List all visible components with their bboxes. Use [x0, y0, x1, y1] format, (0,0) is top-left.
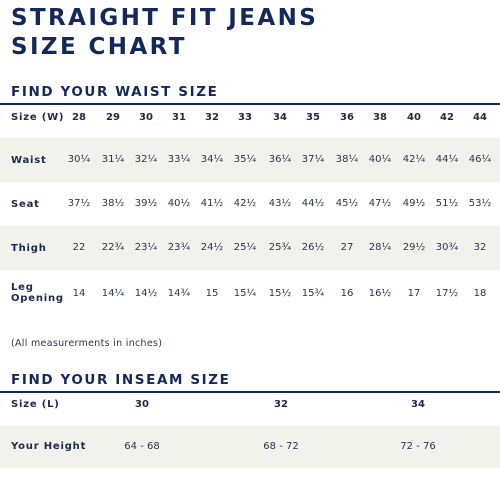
table-cell: 33¼ [167, 154, 191, 165]
inseam-size-col: 32 [274, 399, 288, 410]
inseam-size-header-row: Size (L) 30 32 34 [0, 396, 500, 416]
measurement-note: (All measurerments in inches) [11, 338, 163, 349]
inseam-size-header-label: Size (L) [11, 399, 60, 410]
row-label: Waist [11, 155, 47, 166]
table-cell: 27 [340, 242, 354, 253]
table-cell: 38½ [101, 198, 125, 209]
table-cell: 28¼ [368, 242, 392, 253]
table-cell: 46¼ [468, 154, 492, 165]
table-cell: 14¾ [167, 288, 191, 299]
table-cell: 68 - 72 [263, 441, 299, 452]
chart-title: STRAIGHT FIT JEANS SIZE CHART [11, 4, 318, 62]
table-cell: 15½ [268, 288, 292, 299]
table-cell: 17½ [435, 288, 459, 299]
table-cell: 37½ [67, 198, 91, 209]
table-cell: 51½ [435, 198, 459, 209]
table-cell: 14 [72, 288, 86, 299]
table-cell: 18 [473, 288, 487, 299]
table-cell: 30¼ [67, 154, 91, 165]
table-cell: 53½ [468, 198, 492, 209]
table-cell: 39½ [134, 198, 158, 209]
waist-size-col: 34 [273, 112, 287, 123]
table-row-leg-opening: Leg Opening 14 14¼ 14½ 14¾ 15 15¼ 15½ 15… [0, 272, 500, 316]
waist-size-col: 33 [238, 112, 252, 123]
waist-divider [0, 103, 500, 105]
table-cell: 25¾ [268, 242, 292, 253]
table-cell: 31¼ [101, 154, 125, 165]
row-label: Leg Opening [11, 282, 64, 304]
table-cell: 22¾ [101, 242, 125, 253]
waist-size-col: 31 [172, 112, 186, 123]
table-cell: 34¼ [200, 154, 224, 165]
waist-size-header-label: Size (W) [11, 112, 65, 123]
table-cell: 49½ [402, 198, 426, 209]
waist-size-col: 36 [340, 112, 354, 123]
inseam-divider [0, 391, 500, 393]
waist-size-col: 32 [205, 112, 219, 123]
inseam-size-col: 30 [135, 399, 149, 410]
waist-size-col: 29 [106, 112, 120, 123]
waist-size-col: 40 [407, 112, 421, 123]
table-cell: 42¼ [402, 154, 426, 165]
row-band [0, 226, 500, 270]
table-cell: 72 - 76 [400, 441, 436, 452]
table-cell: 41½ [200, 198, 224, 209]
table-cell: 26½ [301, 242, 325, 253]
table-row-thigh: Thigh 22 22¾ 23¼ 23¾ 24½ 25¼ 25¾ 26½ 27 … [0, 226, 500, 270]
row-label-line-1: Leg [11, 282, 34, 293]
waist-size-col: 42 [440, 112, 454, 123]
table-cell: 35¼ [233, 154, 257, 165]
waist-section-heading: FIND YOUR WAIST SIZE [11, 84, 219, 100]
table-cell: 44½ [301, 198, 325, 209]
inseam-section-heading: FIND YOUR INSEAM SIZE [11, 372, 231, 388]
table-cell: 36¼ [268, 154, 292, 165]
table-cell: 47½ [368, 198, 392, 209]
table-cell: 64 - 68 [124, 441, 160, 452]
table-cell: 15¼ [233, 288, 257, 299]
table-cell: 23¾ [167, 242, 191, 253]
row-label: Your Height [11, 441, 87, 452]
table-cell: 43½ [268, 198, 292, 209]
table-cell: 40½ [167, 198, 191, 209]
waist-size-col: 35 [306, 112, 320, 123]
table-cell: 17 [407, 288, 421, 299]
table-cell: 24½ [200, 242, 224, 253]
waist-size-header-row: Size (W) 28 29 30 31 32 33 34 35 36 38 4… [0, 107, 500, 129]
waist-size-col: 28 [72, 112, 86, 123]
row-band [0, 138, 500, 182]
table-cell: 16½ [368, 288, 392, 299]
row-label-line-2: Opening [11, 293, 64, 304]
waist-size-col: 44 [473, 112, 487, 123]
table-cell: 15 [205, 288, 219, 299]
waist-size-col: 38 [373, 112, 387, 123]
table-cell: 29½ [402, 242, 426, 253]
table-cell: 44¼ [435, 154, 459, 165]
table-row-seat: Seat 37½ 38½ 39½ 40½ 41½ 42½ 43½ 44½ 45½… [0, 182, 500, 226]
table-cell: 40¼ [368, 154, 392, 165]
table-cell: 14¼ [101, 288, 125, 299]
table-cell: 15¾ [301, 288, 325, 299]
inseam-size-col: 34 [411, 399, 425, 410]
table-cell: 42½ [233, 198, 257, 209]
row-label: Seat [11, 199, 40, 210]
table-cell: 32 [473, 242, 487, 253]
table-cell: 22 [72, 242, 86, 253]
table-cell: 30¾ [435, 242, 459, 253]
table-cell: 45½ [335, 198, 359, 209]
table-cell: 14½ [134, 288, 158, 299]
table-row-waist: Waist 30¼ 31¼ 32¼ 33¼ 34¼ 35¼ 36¼ 37¼ 38… [0, 138, 500, 182]
title-line-1: STRAIGHT FIT JEANS [11, 5, 319, 31]
table-row-height: Your Height 64 - 68 68 - 72 72 - 76 [0, 426, 500, 468]
table-cell: 16 [340, 288, 354, 299]
table-cell: 32¼ [134, 154, 158, 165]
table-cell: 25¼ [233, 242, 257, 253]
waist-size-col: 30 [139, 112, 153, 123]
table-cell: 38¼ [335, 154, 359, 165]
table-cell: 23¼ [134, 242, 158, 253]
title-line-2: SIZE CHART [11, 34, 187, 60]
table-cell: 37¼ [301, 154, 325, 165]
row-band [0, 426, 500, 468]
row-label: Thigh [11, 243, 47, 254]
